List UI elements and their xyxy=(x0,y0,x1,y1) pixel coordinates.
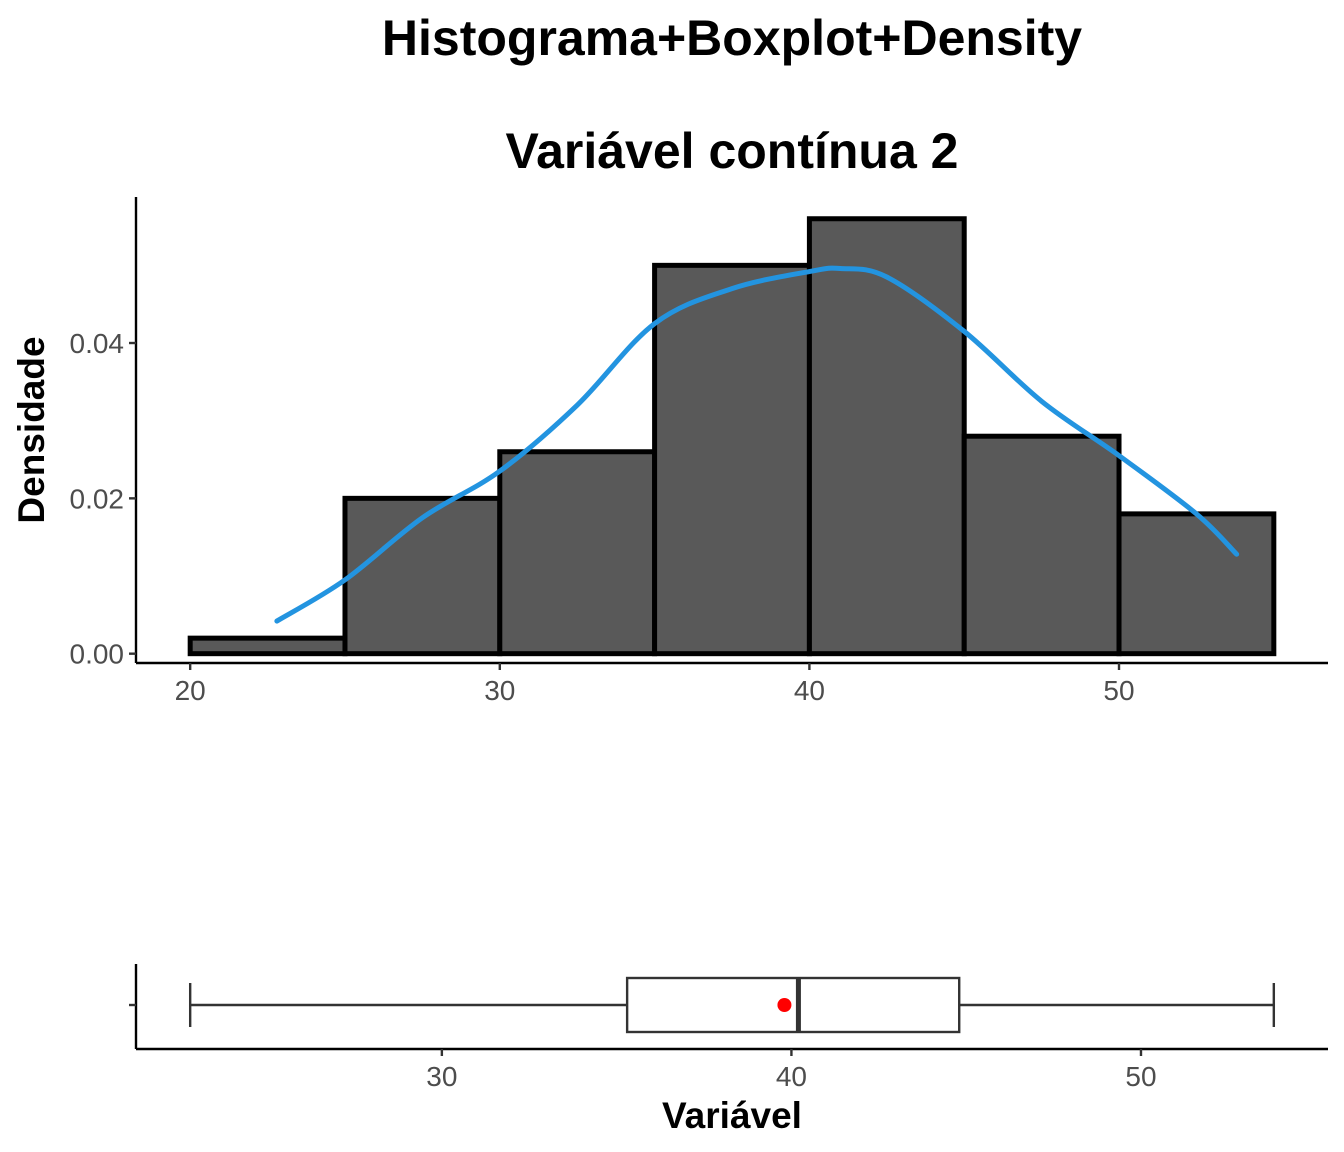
density-curve xyxy=(274,265,1240,624)
boxplot-box xyxy=(625,976,961,1034)
histogram-x-tick-label: 50 xyxy=(1103,675,1134,706)
histogram-bar-3 xyxy=(497,449,658,657)
boxplot-x-axis-title: Variável xyxy=(662,1095,802,1136)
histogram-x-tick-label: 30 xyxy=(484,675,515,706)
chart-title-line-2: Variável contínua 2 xyxy=(506,123,959,179)
histogram-bar-7 xyxy=(1116,511,1277,657)
histogram-y-tick-label: 0.00 xyxy=(70,639,125,670)
boxplot-ticks: 30 40 50 xyxy=(129,1003,1157,1092)
boxplot-mean-point xyxy=(777,998,792,1012)
chart-title-line-1: Histograma+Boxplot+Density xyxy=(382,10,1082,66)
histogram-bar-6 xyxy=(961,433,1122,657)
histogram-bar-2 xyxy=(342,495,503,657)
histogram-bar-1 xyxy=(187,635,348,657)
histogram-x-tick-label: 40 xyxy=(794,675,825,706)
boxplot-x-tick-label: 50 xyxy=(1125,1061,1156,1092)
histogram-y-tick-label: 0.04 xyxy=(70,328,125,359)
histogram-bar-5 xyxy=(806,216,967,657)
histogram-y-axis-title: Densidade xyxy=(11,336,52,523)
histogram-y-tick-label: 0.02 xyxy=(70,483,125,514)
boxplot-elements xyxy=(188,976,1276,1034)
histogram-panel: 20 30 40 50 0.00 0.02 0.04 Densidade xyxy=(11,197,1328,706)
histogram-bars xyxy=(187,216,1277,657)
boxplot-panel: 30 40 50 Variável xyxy=(129,964,1328,1136)
histogram-ticks: 20 30 40 50 0.00 0.02 0.04 xyxy=(70,328,1135,706)
boxplot-x-tick-label: 30 xyxy=(426,1061,457,1092)
boxplot-x-tick-label: 40 xyxy=(776,1061,807,1092)
histogram-bar-4 xyxy=(652,262,812,657)
histogram-x-tick-label: 20 xyxy=(175,675,206,706)
